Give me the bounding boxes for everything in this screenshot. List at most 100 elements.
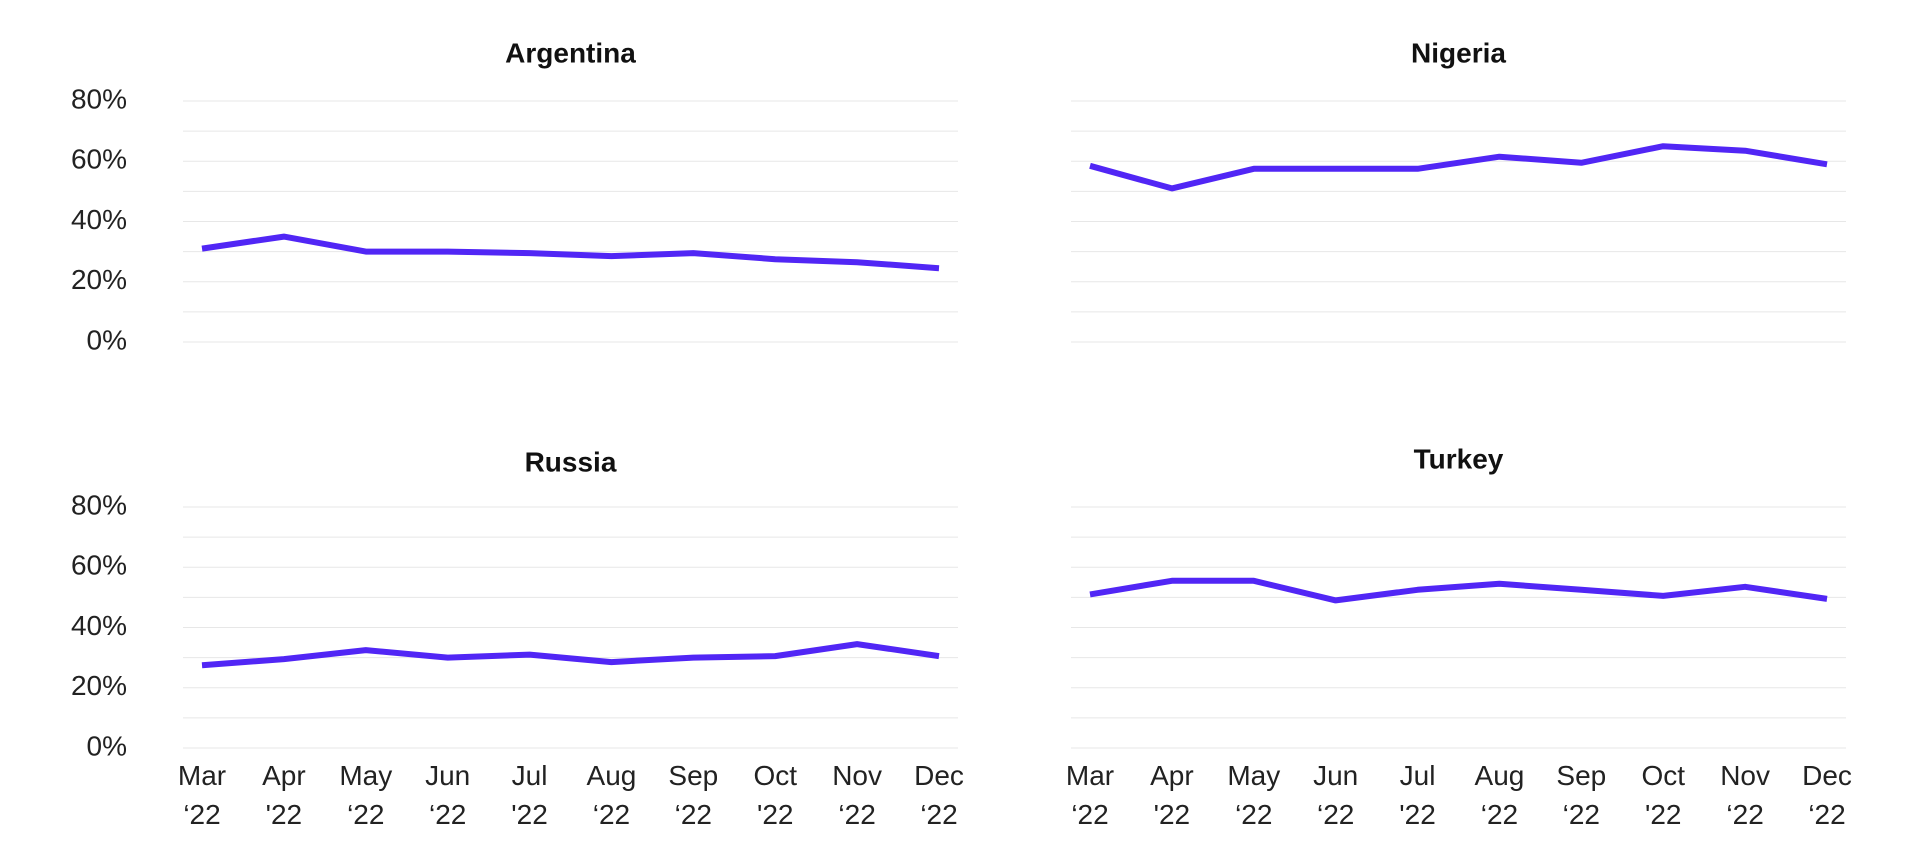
- x-tick-month: Aug: [1475, 760, 1525, 791]
- x-tick-year: ‘22: [675, 799, 712, 830]
- y-tick-label: 60%: [71, 144, 127, 175]
- y-tick-label: 20%: [71, 670, 127, 701]
- chart-panel-nigeria: Nigeria: [1071, 37, 1846, 343]
- data-point: [772, 653, 778, 659]
- chart-panel-turkey: Turkey Mar ‘22 Apr '22 May ‘22 Jun ‘22 Jul '22 Aug ‘…: [1066, 443, 1852, 830]
- x-tick-label: Oct '22: [753, 760, 797, 830]
- series-line: [1089, 577, 1828, 604]
- data-point: [363, 249, 369, 255]
- x-tick-year: ‘22: [347, 799, 384, 830]
- data-point: [1251, 578, 1257, 584]
- x-tick-month: Nov: [1720, 760, 1770, 791]
- data-point: [1824, 161, 1830, 167]
- panel-title: Turkey: [1414, 443, 1504, 474]
- y-tick-label: 80%: [71, 83, 127, 114]
- x-tick-year: ‘22: [838, 799, 875, 830]
- x-tick-label: Oct '22: [1641, 760, 1685, 830]
- y-tick-label: 20%: [71, 264, 127, 295]
- x-tick-year: '22: [511, 799, 548, 830]
- data-point: [445, 249, 451, 255]
- x-tick-year: '22: [757, 799, 794, 830]
- data-point: [1496, 581, 1502, 587]
- data-point: [281, 656, 287, 662]
- x-tick-label: Dec ‘22: [1802, 760, 1852, 830]
- x-tick-month: Dec: [914, 760, 964, 791]
- x-tick-year: ‘22: [1071, 799, 1108, 830]
- data-point: [1660, 143, 1666, 149]
- x-tick-label: Mar ‘22: [1066, 760, 1114, 830]
- data-point: [1251, 166, 1257, 172]
- x-tick-month: Mar: [1066, 760, 1114, 791]
- data-point: [1742, 584, 1748, 590]
- x-tick-label: Aug ‘22: [1475, 760, 1525, 830]
- x-tick-year: ‘22: [1808, 799, 1845, 830]
- x-tick-month: Jun: [1313, 760, 1358, 791]
- x-tick-label: Mar ‘22: [178, 760, 226, 830]
- x-tick-year: ‘22: [593, 799, 630, 830]
- x-tick-month: Oct: [753, 760, 797, 791]
- data-point: [1333, 166, 1339, 172]
- x-tick-year: '22: [1154, 799, 1191, 830]
- x-tick-year: ‘22: [183, 799, 220, 830]
- x-tick-month: Apr: [1150, 760, 1194, 791]
- data-point: [1169, 578, 1175, 584]
- x-tick-label: Sep ‘22: [668, 760, 718, 830]
- y-tick-label: 0%: [87, 730, 127, 761]
- x-tick-year: ‘22: [429, 799, 466, 830]
- data-point: [1824, 596, 1830, 602]
- data-point: [1415, 166, 1421, 172]
- panel-title: Nigeria: [1411, 37, 1506, 68]
- x-tick-year: ‘22: [1726, 799, 1763, 830]
- x-tick-month: Jun: [425, 760, 470, 791]
- data-point: [854, 259, 860, 265]
- x-tick-year: '22: [1399, 799, 1436, 830]
- data-point: [1578, 587, 1584, 593]
- data-point: [1496, 154, 1502, 160]
- x-tick-month: Aug: [587, 760, 637, 791]
- x-tick-year: '22: [266, 799, 303, 830]
- x-tick-month: May: [1227, 760, 1280, 791]
- x-tick-month: Apr: [262, 760, 306, 791]
- panel-title: Russia: [525, 446, 617, 477]
- panel-title: Argentina: [505, 37, 636, 68]
- data-point: [1087, 591, 1093, 597]
- data-point: [690, 655, 696, 661]
- y-tick-label: 0%: [87, 324, 127, 355]
- data-point: [1415, 587, 1421, 593]
- x-tick-label: Jun ‘22: [425, 760, 470, 830]
- data-point: [854, 641, 860, 647]
- chart-panel-argentina: Argentina 80% 60% 40% 20% 0%: [71, 37, 958, 355]
- x-tick-label: Jun ‘22: [1313, 760, 1358, 830]
- x-tick-label: Apr '22: [1150, 760, 1194, 830]
- x-tick-year: ‘22: [1481, 799, 1518, 830]
- x-tick-month: Sep: [1556, 760, 1606, 791]
- x-tick-label: Apr '22: [262, 760, 306, 830]
- y-tick-label: 40%: [71, 204, 127, 235]
- data-point: [936, 265, 942, 271]
- y-tick-label: 40%: [71, 610, 127, 641]
- x-tick-month: Jul: [512, 760, 548, 791]
- x-tick-month: Oct: [1641, 760, 1685, 791]
- data-point: [608, 253, 614, 259]
- data-point: [772, 256, 778, 262]
- data-point: [445, 655, 451, 661]
- data-point: [1742, 148, 1748, 154]
- data-point: [1087, 163, 1093, 169]
- data-point: [690, 250, 696, 256]
- x-tick-year: ‘22: [1235, 799, 1272, 830]
- x-tick-label: Nov ‘22: [832, 760, 882, 830]
- x-tick-month: Nov: [832, 760, 882, 791]
- x-tick-label: May ‘22: [1227, 760, 1280, 830]
- series-line: [201, 233, 940, 272]
- x-tick-month: May: [339, 760, 392, 791]
- x-tick-year: '22: [1645, 799, 1682, 830]
- data-point: [936, 653, 942, 659]
- data-point: [1578, 160, 1584, 166]
- x-tick-label: Aug ‘22: [587, 760, 637, 830]
- x-tick-label: Nov ‘22: [1720, 760, 1770, 830]
- x-tick-month: Mar: [178, 760, 226, 791]
- data-point: [281, 234, 287, 240]
